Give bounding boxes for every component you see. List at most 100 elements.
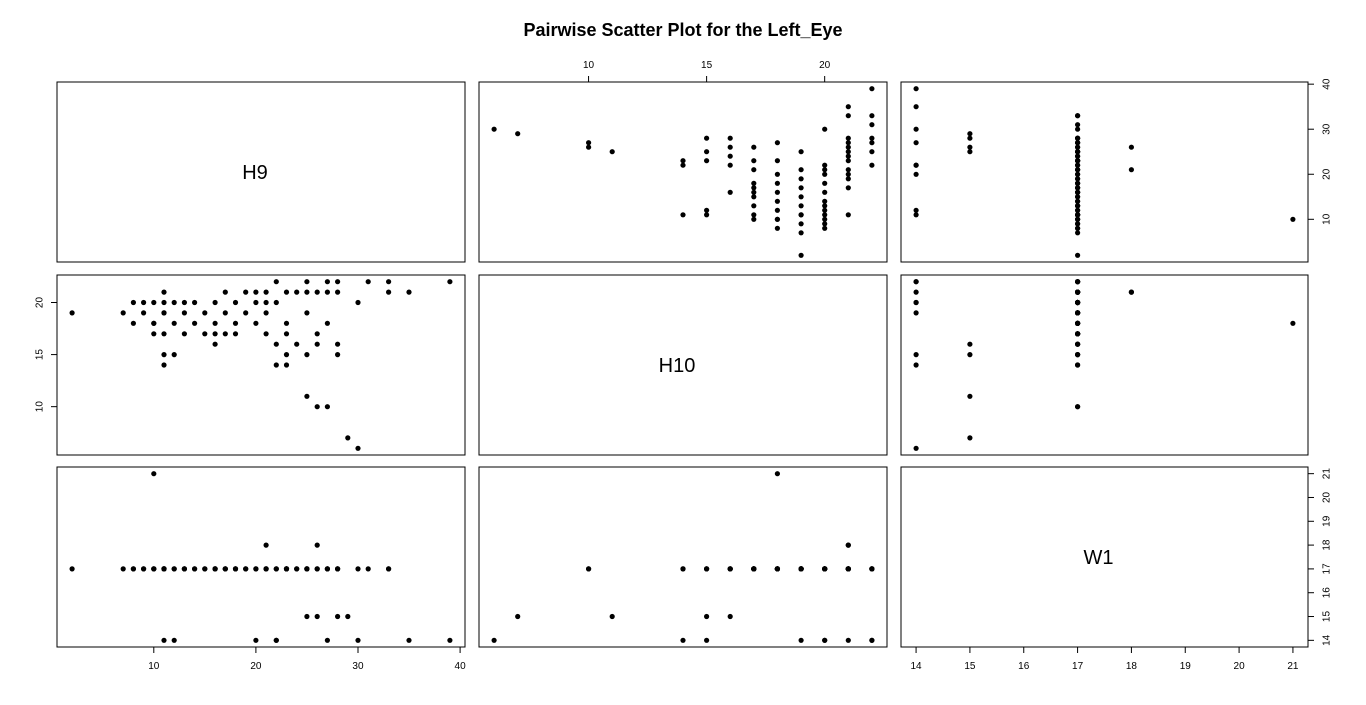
point-H9-vs-H10-58 xyxy=(822,162,828,168)
point-H10-vs-H9-3 xyxy=(314,404,320,410)
point-H9-vs-H10-42 xyxy=(798,185,804,191)
point-H9-vs-H10-44 xyxy=(798,167,804,173)
point-H9-vs-W1-65 xyxy=(1075,158,1081,164)
tick-label-bottom-W1-15: 15 xyxy=(964,661,976,672)
point-H9-vs-W1-4 xyxy=(967,149,973,155)
point-W1-vs-H9-53 xyxy=(192,566,198,572)
panels-group: H9 H10 W1 10 20 30 40 10 15 20 14 15 16 17 18 19 20 21 10 2… xyxy=(35,60,1333,672)
point-H10-vs-H9-63 xyxy=(253,289,259,295)
point-H9-vs-H10-36 xyxy=(774,140,781,146)
point-W1-vs-H9-27 xyxy=(314,566,320,572)
tick-label-right-H9-20: 20 xyxy=(1322,168,1333,180)
point-H9-vs-W1-49 xyxy=(1075,216,1081,222)
tick-label-left-H10-20: 20 xyxy=(35,297,46,309)
point-H9-vs-H10-28 xyxy=(774,225,781,231)
point-W1-vs-H9-75 xyxy=(324,637,330,643)
point-W1-vs-H10-17 xyxy=(727,566,733,572)
point-H10-vs-H9-11 xyxy=(161,352,167,358)
point-H10-vs-W1-58 xyxy=(913,299,919,306)
point-H9-vs-W1-79 xyxy=(913,86,919,92)
point-H9-vs-H10-8 xyxy=(704,158,710,164)
tick-label-left-H10-15: 15 xyxy=(35,349,46,361)
point-H10-vs-H9-53 xyxy=(192,299,198,306)
panel-border-H9-H9 xyxy=(56,81,466,263)
point-H9-vs-H10-27 xyxy=(751,144,757,150)
point-H9-vs-H10-69 xyxy=(845,140,851,146)
point-H10-vs-H9-55 xyxy=(232,299,239,306)
point-H9-vs-H10-7 xyxy=(680,212,686,218)
point-H9-vs-H10-35 xyxy=(774,158,781,164)
point-H9-vs-H10-41 xyxy=(798,194,804,200)
point-H9-vs-H10-77 xyxy=(869,122,875,128)
point-H10-vs-H9-13 xyxy=(212,341,218,347)
point-H10-vs-W1-59 xyxy=(1075,299,1081,306)
point-H9-vs-H10-74 xyxy=(869,149,875,155)
tick-label-bottom-W1-16: 16 xyxy=(1018,661,1030,672)
point-H9-vs-H10-30 xyxy=(774,207,781,213)
point-H10-vs-H9-71 xyxy=(386,289,392,295)
point-H10-vs-W1-71 xyxy=(1075,289,1081,295)
panel-border-W1-H10 xyxy=(478,466,888,648)
point-H10-vs-H9-41 xyxy=(202,310,208,316)
point-H9-vs-W1-63 xyxy=(1075,171,1081,177)
point-W1-vs-H9-0 xyxy=(355,637,361,643)
point-H9-vs-H10-66 xyxy=(845,153,851,159)
point-H10-vs-H9-32 xyxy=(212,320,218,326)
point-H9-vs-H10-70 xyxy=(845,135,851,141)
point-H9-vs-H10-43 xyxy=(798,176,804,182)
point-H9-vs-H10-32 xyxy=(774,189,781,195)
tick-label-right-W1-14: 14 xyxy=(1322,634,1333,646)
point-H9-vs-W1-64 xyxy=(1128,167,1134,173)
point-H9-vs-H10-50 xyxy=(822,212,828,218)
point-H10-vs-H9-72 xyxy=(406,289,412,295)
point-H9-vs-W1-69 xyxy=(1075,140,1081,146)
point-H10-vs-H9-51 xyxy=(171,299,177,306)
point-H9-vs-H10-53 xyxy=(822,198,828,204)
point-W1-vs-H9-73 xyxy=(273,566,279,572)
point-H9-vs-H10-76 xyxy=(869,135,875,141)
point-H9-vs-W1-68 xyxy=(1128,144,1134,150)
point-W1-vs-H9-51 xyxy=(171,566,177,572)
point-H10-vs-H9-73 xyxy=(273,279,279,285)
point-H9-vs-H10-51 xyxy=(822,207,828,213)
point-H9-vs-H10-4 xyxy=(609,149,615,155)
point-H9-vs-W1-51 xyxy=(1075,207,1081,213)
point-W1-vs-H9-60 xyxy=(161,566,167,572)
tick-label-bottom-W1-19: 19 xyxy=(1180,661,1192,672)
point-W1-vs-H9-58 xyxy=(273,637,279,643)
point-H10-vs-W1-79 xyxy=(913,279,919,285)
point-W1-vs-H10-12 xyxy=(704,637,710,643)
point-W1-vs-H9-57 xyxy=(263,566,269,572)
point-W1-vs-H9-10 xyxy=(335,613,341,620)
point-H10-vs-H9-80 xyxy=(151,320,157,326)
point-H9-vs-H10-47 xyxy=(822,225,828,231)
tick-label-top-H10-15: 15 xyxy=(701,60,713,71)
panel-border-H9-W1 xyxy=(900,81,1309,263)
point-H9-vs-W1-73 xyxy=(1075,162,1081,168)
point-W1-vs-H9-55 xyxy=(232,566,239,572)
point-H9-vs-H10-6 xyxy=(680,162,686,168)
point-H9-vs-W1-47 xyxy=(1075,225,1081,231)
point-H9-vs-H10-56 xyxy=(822,171,828,177)
point-H10-vs-H9-6 xyxy=(273,362,279,368)
point-W1-vs-H9-78 xyxy=(386,566,392,572)
point-H9-vs-W1-41 xyxy=(1075,194,1081,200)
point-H10-vs-W1-11 xyxy=(1075,352,1081,358)
point-H10-vs-W1-1 xyxy=(967,435,973,441)
point-H9-vs-W1-75 xyxy=(913,140,919,146)
point-H10-vs-W1-46 xyxy=(1075,310,1081,316)
point-H9-vs-H10-12 xyxy=(704,207,710,213)
tick-label-right-H9-40: 40 xyxy=(1322,78,1333,90)
point-H10-vs-H9-59 xyxy=(355,299,361,306)
tick-label-right-W1-17: 17 xyxy=(1322,563,1333,575)
tick-label-right-W1-21: 21 xyxy=(1322,468,1333,480)
point-H9-vs-H10-0 xyxy=(491,126,497,132)
point-W1-vs-H9-47 xyxy=(130,566,136,572)
point-H9-vs-H10-54 xyxy=(822,189,828,195)
point-H9-vs-W1-61 xyxy=(1075,185,1081,191)
tick-label-bottom-H9-20: 20 xyxy=(250,661,262,672)
point-H10-vs-H9-23 xyxy=(222,331,228,337)
point-H10-vs-H9-19 xyxy=(161,331,167,337)
point-H9-vs-H10-25 xyxy=(751,167,757,173)
point-H10-vs-W1-27 xyxy=(1075,331,1081,337)
